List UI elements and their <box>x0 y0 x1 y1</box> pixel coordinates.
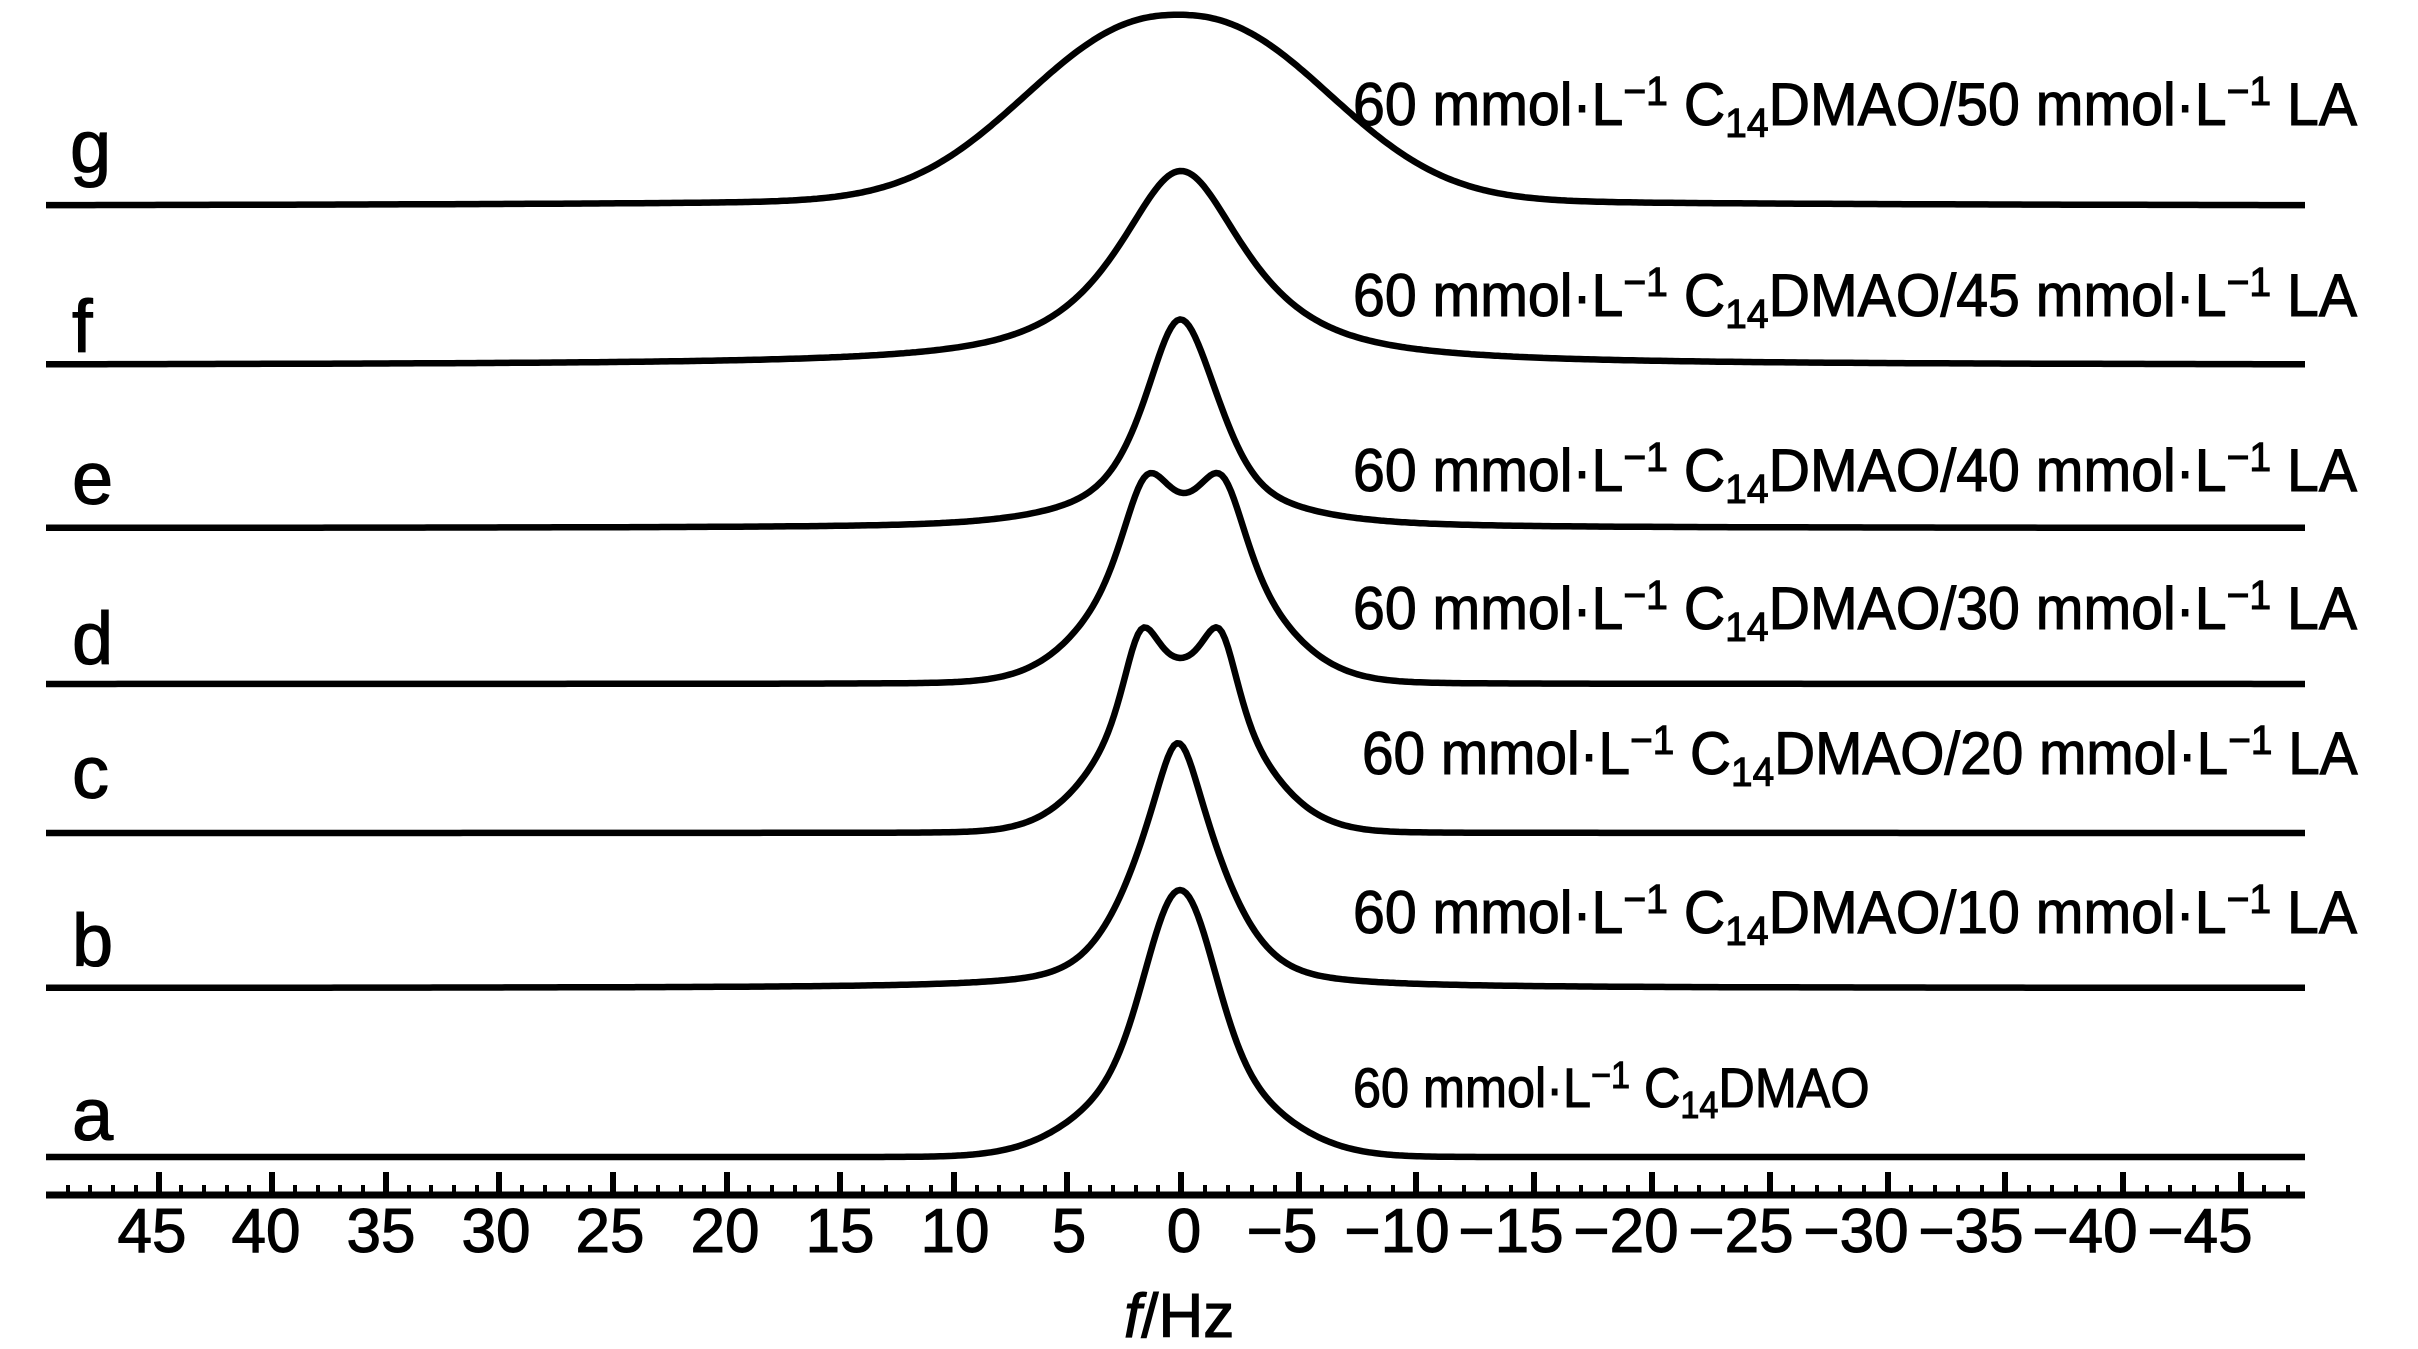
svg-text:45: 45 <box>118 1197 187 1266</box>
svg-text:60 mmol·L−1 C14DMAO/20 mmol·L−: 60 mmol·L−1 C14DMAO/20 mmol·L−1 LA <box>1362 718 2358 795</box>
svg-text:0: 0 <box>1167 1197 1201 1266</box>
svg-text:60 mmol·L−1 C14DMAO/30 mmol·L−: 60 mmol·L−1 C14DMAO/30 mmol·L−1 LA <box>1353 573 2357 650</box>
svg-text:−25: −25 <box>1688 1197 1793 1266</box>
svg-text:−40: −40 <box>2032 1197 2137 1266</box>
svg-text:60 mmol·L−1 C14DMAO/10 mmol·L−: 60 mmol·L−1 C14DMAO/10 mmol·L−1 LA <box>1353 877 2357 954</box>
svg-text:20: 20 <box>691 1197 760 1266</box>
svg-text:e: e <box>72 437 113 520</box>
svg-text:−15: −15 <box>1458 1197 1563 1266</box>
svg-text:−30: −30 <box>1803 1197 1908 1266</box>
svg-text:g: g <box>70 105 111 188</box>
svg-text:15: 15 <box>806 1197 875 1266</box>
svg-text:−45: −45 <box>2147 1197 2252 1266</box>
svg-text:60 mmol·L−1 C14DMAO/45 mmol·L−: 60 mmol·L−1 C14DMAO/45 mmol·L−1 LA <box>1353 260 2357 337</box>
svg-text:f/Hz: f/Hz <box>1124 1282 1234 1344</box>
svg-text:−5: −5 <box>1247 1197 1318 1266</box>
svg-text:40: 40 <box>232 1197 301 1266</box>
svg-text:35: 35 <box>347 1197 416 1266</box>
svg-text:−10: −10 <box>1344 1197 1449 1266</box>
svg-text:c: c <box>72 731 109 814</box>
svg-text:60 mmol·L−1 C14DMAO: 60 mmol·L−1 C14DMAO <box>1353 1053 1870 1126</box>
svg-text:a: a <box>72 1073 114 1156</box>
svg-text:25: 25 <box>576 1197 645 1266</box>
svg-text:b: b <box>72 899 113 982</box>
svg-text:10: 10 <box>921 1197 990 1266</box>
svg-text:60 mmol·L−1 C14DMAO/40 mmol·L−: 60 mmol·L−1 C14DMAO/40 mmol·L−1 LA <box>1353 435 2357 512</box>
svg-text:5: 5 <box>1052 1197 1086 1266</box>
svg-text:−20: −20 <box>1573 1197 1678 1266</box>
svg-text:d: d <box>72 597 113 680</box>
svg-text:f: f <box>72 285 93 368</box>
svg-text:30: 30 <box>462 1197 531 1266</box>
svg-text:−35: −35 <box>1918 1197 2023 1266</box>
svg-text:60 mmol·L−1 C14DMAO/50 mmol·L−: 60 mmol·L−1 C14DMAO/50 mmol·L−1 LA <box>1353 69 2357 146</box>
